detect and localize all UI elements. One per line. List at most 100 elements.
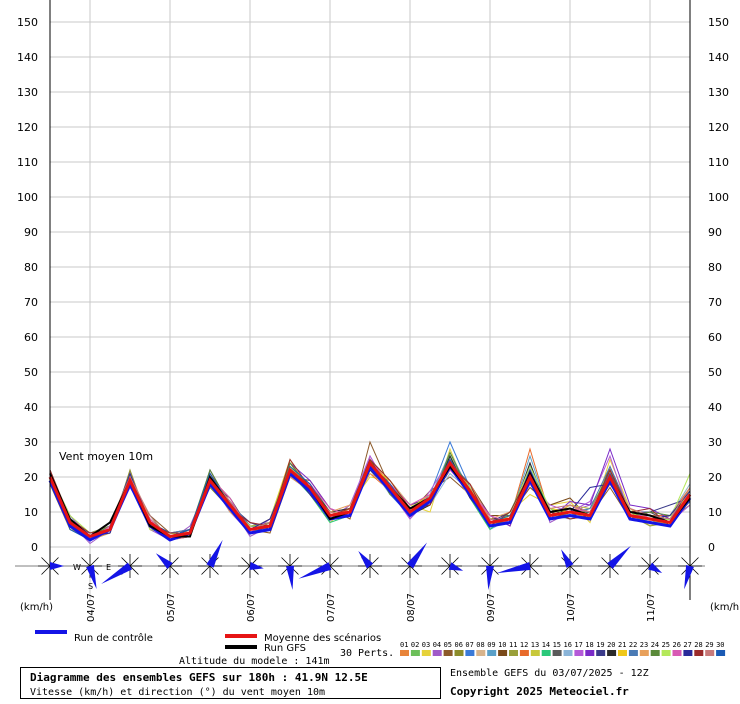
legend-pert-label: 02	[411, 641, 419, 649]
wind-petal	[155, 553, 173, 569]
x-tick-label: 05/07	[166, 593, 177, 622]
info-box	[20, 667, 441, 699]
legend-pert-swatch	[596, 650, 606, 656]
legend-pert-label: 22	[629, 641, 637, 649]
legend-pert-swatch	[563, 650, 573, 656]
y-tick-label-right: 50	[708, 366, 722, 379]
legend-pert-label: 20	[607, 641, 615, 649]
legend-pert-label: 16	[564, 641, 572, 649]
y-tick-label: 130	[17, 86, 38, 99]
y-tick-label: 150	[17, 16, 38, 29]
legend-pert-label: 28	[694, 641, 702, 649]
y-tick-label-right: 40	[708, 401, 722, 414]
y-tick-label: 140	[17, 51, 38, 64]
y-unit-left: (km/h)	[20, 602, 53, 613]
y-tick-label-right: 30	[708, 436, 722, 449]
wind-petal	[286, 565, 294, 590]
y-tick-label-right: 110	[708, 156, 729, 169]
legend-pert-label: 15	[553, 641, 561, 649]
y-tick-label-right: 120	[708, 121, 729, 134]
annotation: Vent moyen 10m	[59, 450, 153, 463]
y-tick-label-right: 100	[708, 191, 729, 204]
wind-petal	[406, 542, 428, 569]
legend-pert-label: 01	[400, 641, 408, 649]
x-tick-label: 09/07	[486, 593, 497, 622]
legend-pert-label: 21	[618, 641, 626, 649]
legend-pert-swatch	[694, 650, 704, 656]
legend-pert-swatch	[443, 650, 453, 656]
legend-pert-swatch	[683, 650, 693, 656]
y-tick-label: 80	[24, 261, 38, 274]
compass-e: E	[106, 563, 111, 572]
wind-petal	[496, 562, 531, 574]
x-tick-label: 11/07	[646, 593, 657, 622]
legend-pert-swatch	[410, 650, 420, 656]
legend-pert-label: 18	[585, 641, 593, 649]
legend-pert-label: 05	[444, 641, 452, 649]
y-tick-label: 90	[24, 226, 38, 239]
wind-petal	[101, 562, 133, 585]
wind-petal	[684, 565, 694, 590]
legend-label: Run de contrôle	[74, 632, 153, 644]
legend-pert-label: 17	[574, 641, 582, 649]
wind-petal	[486, 565, 494, 590]
legend-pert-label: 08	[476, 641, 484, 649]
wind-petal	[249, 562, 264, 570]
series-lines	[48, 440, 692, 545]
legend-pert-label: 26	[673, 641, 681, 649]
wind-petal	[358, 551, 374, 569]
legend-pert-swatch	[661, 650, 671, 656]
grid: 0 0 10 10 20 20 30 30 40 40 50 50 60 60 70 70 80 80 90 90 10…	[17, 0, 729, 622]
legend-pert-swatch	[552, 650, 562, 656]
x-tick-label: 07/07	[326, 593, 337, 622]
legend-pert-label: 09	[487, 641, 495, 649]
wind-petal	[206, 539, 223, 568]
legend-pert-swatch	[574, 650, 584, 656]
legend-pert-swatch	[530, 650, 540, 656]
legend-pert-swatch	[541, 650, 551, 656]
legend-pert-swatch	[650, 650, 660, 656]
legend-pert-swatch	[487, 650, 497, 656]
legend-pert-label: 19	[596, 641, 604, 649]
y-tick-label: 30	[24, 436, 38, 449]
y-tick-label-right: 70	[708, 296, 722, 309]
x-tick-label: 08/07	[406, 593, 417, 622]
run-info: Ensemble GEFS du 03/07/2025 - 12Z	[450, 668, 649, 679]
y-tick-label-right: 20	[708, 471, 722, 484]
x-tick-label: 04/07	[86, 593, 97, 622]
y-tick-label: 70	[24, 296, 38, 309]
legend-pert-swatch	[465, 650, 475, 656]
x-tick-label: 06/07	[246, 593, 257, 622]
wind-petal	[298, 562, 332, 579]
y-tick-label-right: 60	[708, 331, 722, 344]
y-tick-label-right: 150	[708, 16, 729, 29]
y-tick-label: 120	[17, 121, 38, 134]
legend-pert-swatch	[421, 650, 431, 656]
legend-pert-label: 11	[509, 641, 517, 649]
x-tick-label: 10/07	[566, 593, 577, 622]
legend-pert-swatch	[432, 650, 442, 656]
legend-pert-swatch	[705, 650, 715, 656]
y-tick-label-right: 80	[708, 261, 722, 274]
compass-s: S	[88, 582, 93, 591]
legend-pert-label: 04	[433, 641, 441, 649]
y-tick-label-right: 0	[708, 541, 715, 554]
wind-petal	[86, 564, 97, 590]
wind-petal	[50, 562, 64, 570]
legend-pert-label: 29	[705, 641, 713, 649]
wind-petal	[448, 562, 464, 571]
legend-pert-label: 03	[422, 641, 430, 649]
legend-pert-swatch	[607, 650, 617, 656]
y-tick-label: 110	[17, 156, 38, 169]
legend-pert-label: 07	[465, 641, 473, 649]
legend-pert-swatch	[454, 650, 464, 656]
compass-w: W	[73, 563, 81, 572]
perts-label: 30 Perts.	[340, 648, 394, 659]
legend-pert-label: 10	[498, 641, 506, 649]
legend-pert-label: 13	[531, 641, 539, 649]
y-tick-label-right: 90	[708, 226, 722, 239]
y-tick-label: 100	[17, 191, 38, 204]
legend-pert-label: 30	[716, 641, 724, 649]
